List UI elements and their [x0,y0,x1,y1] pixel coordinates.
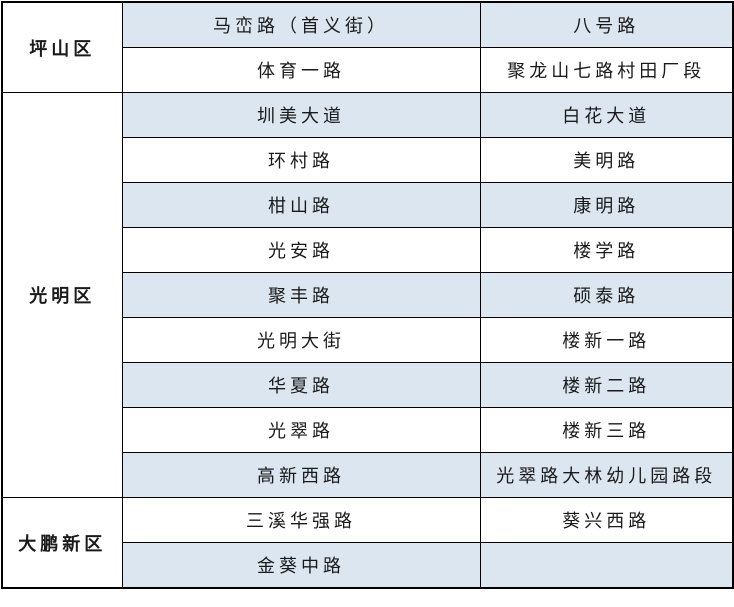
district-cell: 光明区 [1,92,123,498]
table-row: 金葵中路 [2,542,734,589]
road-table: 坪山区 马峦路（首义街） 八号路 体育一路 聚龙山七路村田厂段 光明区 圳美大道 白花大道 环村… [1,1,734,589]
road-cell: 光安路 [121,227,481,273]
table-row: 坪山区 马峦路（首义街） 八号路 [1,1,734,93]
road-cell: 体育一路 [121,47,481,93]
road-cell: 环村路 [121,137,481,183]
district-cell: 坪山区 [1,1,123,93]
road-cell: 聚丰路 [121,272,481,318]
road-cell: 光翠路 [121,407,481,453]
road-cell: 金葵中路 [121,542,481,589]
road-cell: 硕泰路 [479,272,734,318]
road-cell: 康明路 [479,182,734,228]
table-row: 聚丰路 硕泰路 [2,272,734,318]
table-row: 光安路 楼学路 [2,227,734,273]
table-row: 光翠路 楼新三路 [2,407,734,453]
road-cell: 楼新一路 [479,317,734,363]
district-cell: 大鹏新区 [1,497,123,589]
table-row: 光明区 圳美大道 白花大道 [1,92,734,498]
road-cell: 楼新二路 [479,362,734,408]
road-cell: 光翠路大林幼儿园路段 [479,452,734,498]
road-cell: 圳美大道 [121,92,481,138]
table-row: 华夏路 楼新二路 [2,362,734,408]
road-cell: 白花大道 [479,92,734,138]
road-cell: 高新西路 [121,452,481,498]
table-row: 大鹏新区 三溪华强路 葵兴西路 [1,497,734,589]
road-cell: 八号路 [479,1,734,48]
road-cell: 葵兴西路 [479,497,734,543]
road-cell [479,542,734,589]
road-cell: 华夏路 [121,362,481,408]
road-cell: 楼学路 [479,227,734,273]
road-cell: 楼新三路 [479,407,734,453]
table-row: 体育一路 聚龙山七路村田厂段 [2,47,734,93]
road-cell: 聚龙山七路村田厂段 [479,47,734,93]
road-cell: 光明大街 [121,317,481,363]
road-cell: 三溪华强路 [121,497,481,543]
road-cell: 柑山路 [121,182,481,228]
table-row: 光明大街 楼新一路 [2,317,734,363]
road-cell: 马峦路（首义街） [121,1,481,48]
table-row: 柑山路 康明路 [2,182,734,228]
road-cell: 美明路 [479,137,734,183]
